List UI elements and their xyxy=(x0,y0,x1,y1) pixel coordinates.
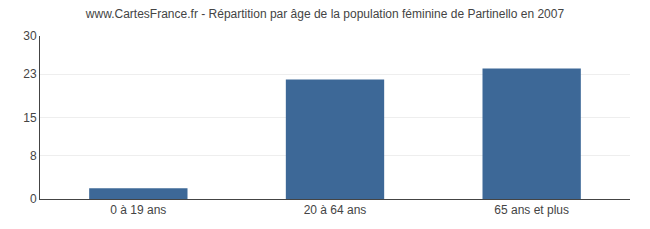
svg-text:8: 8 xyxy=(30,149,37,163)
svg-text:20 à 64 ans: 20 à 64 ans xyxy=(304,203,367,217)
svg-text:0 à 19 ans: 0 à 19 ans xyxy=(110,203,166,217)
svg-text:23: 23 xyxy=(23,67,37,81)
svg-text:0: 0 xyxy=(30,192,37,206)
svg-text:65 ans et plus: 65 ans et plus xyxy=(494,203,569,217)
svg-text:30: 30 xyxy=(23,29,37,43)
svg-text:15: 15 xyxy=(23,111,37,125)
svg-text:www.CartesFrance.fr - Répartit: www.CartesFrance.fr - Répartition par âg… xyxy=(85,7,565,21)
